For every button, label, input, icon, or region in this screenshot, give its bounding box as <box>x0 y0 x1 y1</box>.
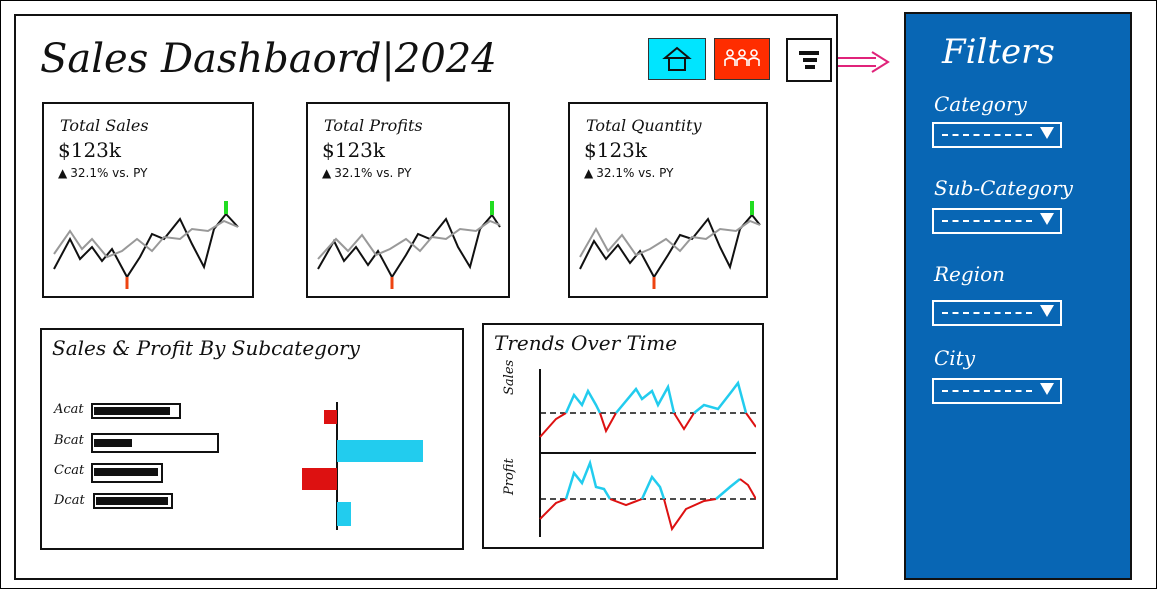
kpi-sparkline <box>579 201 761 289</box>
kpi-label: Total Profits <box>324 116 423 135</box>
kpi-delta: ▲ 32.1% vs. PY <box>584 166 673 180</box>
home-button[interactable] <box>648 38 706 80</box>
filters-title: Filters <box>942 32 1055 72</box>
subcategory-label: Bcat <box>54 433 84 448</box>
filter-label-city: City <box>934 346 976 370</box>
chevron-down-icon <box>1040 213 1054 225</box>
filter-list-icon <box>799 51 819 69</box>
trends-panel: Trends Over Time Sales Profit <box>482 323 764 549</box>
arrow-icon <box>838 51 890 73</box>
subcategory-bars <box>91 402 423 530</box>
kpi-card-sales[interactable]: Total Sales $123k ▲ 32.1% vs. PY <box>42 102 254 298</box>
category-filter-select[interactable] <box>932 122 1062 148</box>
kpi-value: $123k <box>322 138 386 162</box>
trend-row-label: Profit <box>502 458 517 495</box>
filter-label-subcategory: Sub-Category <box>934 176 1073 200</box>
home-icon <box>662 46 692 71</box>
subcategory-panel: Sales & Profit By Subcategory Acat Bcat … <box>40 328 464 550</box>
kpi-delta-text: 32.1% vs. PY <box>596 166 674 180</box>
subcategory-label: Dcat <box>54 493 85 508</box>
filter-label-region: Region <box>934 262 1006 286</box>
kpi-card-profits[interactable]: Total Profits $123k ▲ 32.1% vs. PY <box>306 102 510 298</box>
up-triangle-icon: ▲ <box>584 166 594 180</box>
subcategory-label: Acat <box>54 402 84 417</box>
chevron-down-icon <box>1040 383 1054 395</box>
filter-toggle-button[interactable] <box>786 38 832 82</box>
dashboard-main: Sales Dashbaord|2024 Total Sales $123k ▲… <box>14 14 838 580</box>
kpi-delta: ▲ 32.1% vs. PY <box>322 166 411 180</box>
subcategory-filter-select[interactable] <box>932 208 1062 234</box>
trends-chart <box>539 369 756 537</box>
city-filter-select[interactable] <box>932 378 1062 404</box>
kpi-delta: ▲ 32.1% vs. PY <box>58 166 147 180</box>
kpi-label: Total Sales <box>60 116 149 135</box>
kpi-delta-text: 32.1% vs. PY <box>334 166 412 180</box>
up-triangle-icon: ▲ <box>322 166 332 180</box>
kpi-sparkline <box>317 201 501 289</box>
kpi-label: Total Quantity <box>586 116 702 135</box>
people-icon <box>724 49 760 66</box>
kpi-value: $123k <box>58 138 122 162</box>
kpi-sparkline <box>53 201 239 289</box>
subcategory-chart: Acat Bcat Ccat Dcat <box>54 402 454 532</box>
chevron-down-icon <box>1040 305 1054 317</box>
up-triangle-icon: ▲ <box>58 166 68 180</box>
kpi-card-quantity[interactable]: Total Quantity $123k ▲ 32.1% vs. PY <box>568 102 768 298</box>
kpi-value: $123k <box>584 138 648 162</box>
people-button[interactable] <box>714 38 770 80</box>
trend-row-label: Sales <box>502 359 517 395</box>
page-title: Sales Dashbaord|2024 <box>40 36 497 82</box>
panel-title: Trends Over Time <box>494 331 678 355</box>
subcategory-label: Ccat <box>54 463 85 478</box>
filters-sidebar: Filters Category Sub-Category Region Cit… <box>904 12 1132 580</box>
filter-label-category: Category <box>934 92 1027 116</box>
panel-title: Sales & Profit By Subcategory <box>52 336 360 360</box>
region-filter-select[interactable] <box>932 300 1062 326</box>
kpi-delta-text: 32.1% vs. PY <box>70 166 148 180</box>
chevron-down-icon <box>1040 127 1054 139</box>
